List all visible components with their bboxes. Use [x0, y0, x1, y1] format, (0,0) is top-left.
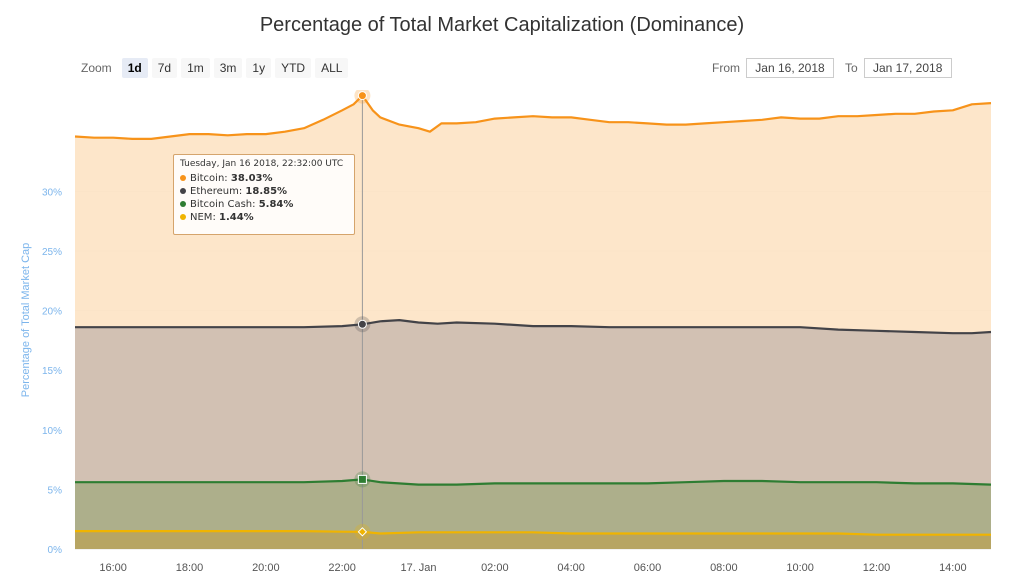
- range-to: To: [845, 58, 952, 78]
- tooltip-series-value: 1.44%: [219, 212, 254, 223]
- y-tick-labels: 0% 5% 10% 15% 20% 25% 30%: [42, 187, 62, 556]
- tooltip-row-bitcoin: Bitcoin: 38.03%: [180, 172, 348, 185]
- x-tick-label: 12:00: [863, 562, 891, 574]
- ethereum-legend-dot: [180, 188, 186, 194]
- nem-legend-dot: [180, 214, 186, 220]
- to-date-input[interactable]: [863, 58, 952, 78]
- x-tick-labels: 16:00 18:00 20:00 22:00 17. Jan 02:00 04:00 06:…: [99, 562, 966, 574]
- nem-marker: [357, 527, 368, 537]
- to-label: To: [845, 61, 858, 75]
- x-tick-label: 04:00: [557, 562, 585, 574]
- tooltip-series-value: 38.03%: [230, 173, 273, 184]
- from-label: From: [712, 61, 740, 75]
- zoom-1m-button[interactable]: 1m: [181, 58, 210, 78]
- zoom-label: Zoom: [81, 61, 112, 75]
- zoom-3m-button[interactable]: 3m: [213, 58, 243, 78]
- y-tick-label: 15%: [42, 366, 62, 377]
- x-tick-label: 10:00: [786, 562, 814, 574]
- zoom-7d-button[interactable]: 7d: [151, 58, 178, 78]
- ethereum-marker: [357, 319, 367, 329]
- bitcoin-legend-dot: [180, 175, 186, 181]
- x-tick-label: 16:00: [99, 562, 127, 574]
- x-tick-label: 06:00: [634, 562, 662, 574]
- tooltip-series-value: 18.85%: [245, 186, 288, 197]
- x-tick-label: 22:00: [328, 562, 356, 574]
- bitcoin-cash-marker: [357, 474, 367, 484]
- bitcoin-cash-legend-dot: [180, 201, 186, 207]
- tooltip-row-ethereum: Ethereum: 18.85%: [180, 185, 348, 198]
- tooltip-series-name: Bitcoin Cash: [190, 199, 253, 210]
- x-tick-label: 08:00: [710, 562, 738, 574]
- x-tick-label: 02:00: [481, 562, 509, 574]
- y-tick-label: 0%: [48, 545, 63, 556]
- nem-line: [75, 530, 991, 536]
- range-from: From: [712, 58, 834, 78]
- x-tick-label: 14:00: [939, 562, 967, 574]
- bitcoin-cash-line: [75, 478, 992, 486]
- zoom-1d-button[interactable]: 1d: [121, 58, 148, 78]
- y-tick-label: 5%: [48, 485, 63, 496]
- x-tick-label: 18:00: [176, 562, 204, 574]
- chart-title: Percentage of Total Market Capitalizatio…: [259, 14, 745, 36]
- bitcoin-line: [74, 94, 992, 141]
- nem-area: [75, 531, 991, 549]
- series-areas: [75, 95, 991, 549]
- zoom-bar: Zoom 1d 7d 1m 3m 1y YTD ALL: [81, 58, 349, 78]
- tooltip-series-name: Ethereum: [190, 186, 239, 197]
- zoom-ytd-button[interactable]: YTD: [275, 58, 312, 78]
- x-tick-label: 20:00: [252, 562, 280, 574]
- zoom-1y-button[interactable]: 1y: [246, 58, 272, 78]
- y-tick-label: 30%: [42, 187, 62, 198]
- from-date-input[interactable]: [746, 58, 834, 78]
- tooltip-series-name: NEM: [190, 212, 213, 223]
- tooltip-series-value: 5.84%: [258, 199, 294, 210]
- tooltip-row-bitcoin-cash: Bitcoin Cash: 5.84%: [180, 198, 348, 211]
- x-tick-label: 17. Jan: [400, 562, 436, 574]
- series-lines: [74, 94, 992, 536]
- chart-plot[interactable]: 0% 5% 10% 15% 20% 25% 30% 16:00 18:00 20:00 22:00…: [0, 90, 1010, 586]
- y-tick-label: 10%: [42, 426, 62, 437]
- tooltip-series-name: Bitcoin: [190, 173, 225, 184]
- zoom-all-button[interactable]: ALL: [315, 58, 349, 78]
- tooltip-date: Tuesday, Jan 16 2018, 22:32:00 UTC: [180, 159, 344, 169]
- hover-markers: [354, 90, 371, 540]
- ethereum-line: [75, 319, 992, 335]
- y-tick-label: 20%: [42, 307, 62, 318]
- y-tick-label: 25%: [42, 247, 62, 258]
- tooltip: Tuesday, Jan 16 2018, 22:32:00 UTC Bitco…: [173, 154, 355, 235]
- bitcoin-marker: [357, 91, 367, 101]
- tooltip-row-nem: NEM: 1.44%: [180, 211, 348, 224]
